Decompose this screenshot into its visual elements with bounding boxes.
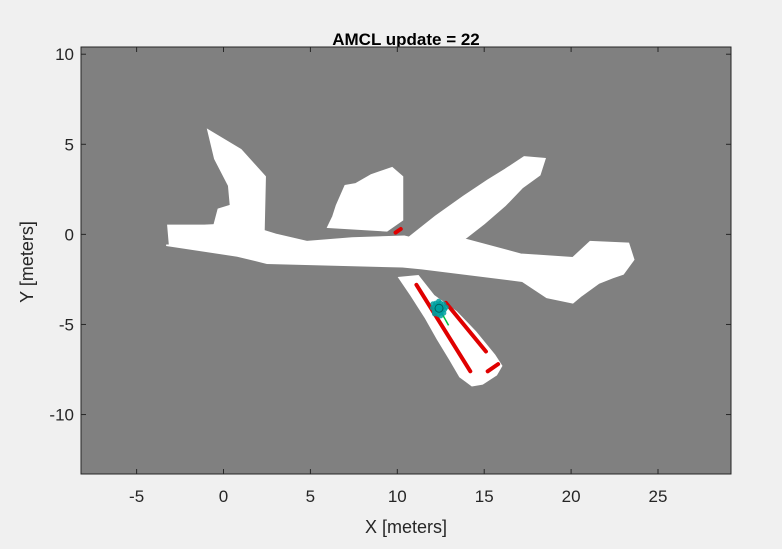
particle <box>429 305 436 311</box>
axes-frame <box>80 46 732 475</box>
x-axis-ticks: -5 0 5 10 15 20 25 <box>129 47 667 506</box>
y-tick-label: 0 <box>65 225 74 244</box>
chart-title: AMCL update = 22 <box>332 30 480 49</box>
free-space-region-5 <box>326 166 404 232</box>
particle <box>443 304 449 310</box>
y-tick-label: 5 <box>65 135 74 154</box>
robot-pose <box>429 298 450 326</box>
scan-hit-segment-2 <box>443 300 488 354</box>
particle <box>436 298 442 304</box>
y-tick-label: -10 <box>49 406 74 425</box>
particle <box>431 311 438 317</box>
particle <box>430 301 436 307</box>
scan-hit-segment-4 <box>393 226 403 235</box>
x-tick-label: 10 <box>388 487 407 506</box>
y-axis-ticks: -10 -5 0 5 10 <box>49 45 731 425</box>
scan-hit-segment-1 <box>414 282 473 374</box>
laser-scan-hits <box>393 226 501 374</box>
x-axis-label: X [meters] <box>365 517 447 537</box>
occupancy-map <box>166 128 635 387</box>
free-space-region-2 <box>396 156 547 263</box>
particle <box>438 313 444 319</box>
y-axis-label: Y [meters] <box>17 221 37 303</box>
x-tick-label: -5 <box>129 487 144 506</box>
x-tick-label: 20 <box>562 487 581 506</box>
y-tick-label: -5 <box>59 315 74 334</box>
y-tick-label: 10 <box>55 45 74 64</box>
scan-hit-segment-3 <box>485 362 501 374</box>
robot-marker <box>434 303 444 313</box>
free-space-region-4 <box>206 128 266 254</box>
x-tick-label: 0 <box>219 487 228 506</box>
x-tick-label: 5 <box>306 487 315 506</box>
x-tick-label: 15 <box>475 487 494 506</box>
x-tick-label: 25 <box>649 487 668 506</box>
